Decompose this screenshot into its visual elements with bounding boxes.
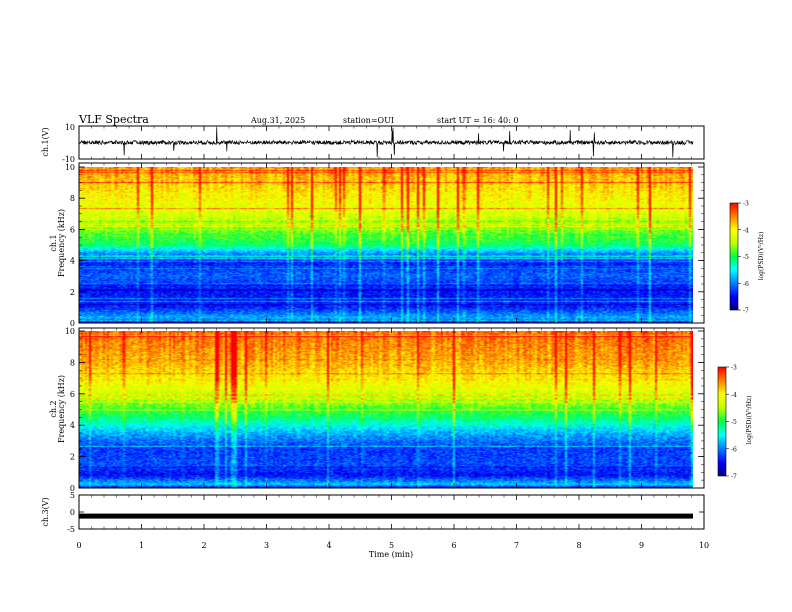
start-time-label: start UT = 16: 40: 0 bbox=[437, 116, 518, 125]
ch3-ytick-label: 5 bbox=[70, 491, 75, 500]
x-tick-label: 4 bbox=[326, 541, 331, 550]
ch1-ytick-label: 4 bbox=[70, 257, 75, 266]
ch2-ytick-label: 8 bbox=[70, 358, 75, 367]
ch1-ytick-top: 10 bbox=[65, 123, 75, 132]
ch1-spectrogram-image bbox=[79, 167, 693, 323]
x-tick-label: 1 bbox=[139, 541, 144, 550]
figure-title: VLF Spectra bbox=[78, 113, 149, 126]
ch1-colorbar-tick-label: -5 bbox=[743, 254, 749, 261]
ch2-ytick-label: 0 bbox=[70, 484, 75, 493]
ch2-colorbar-tick-label: -4 bbox=[731, 392, 737, 399]
ch1-spectrogram-ylabel: Frequency (kHz) bbox=[57, 209, 66, 277]
x-tick-label: 2 bbox=[201, 541, 206, 550]
ch2-ytick-label: 4 bbox=[70, 421, 75, 430]
x-tick-label: 8 bbox=[576, 541, 581, 550]
ch2-colorbar-tick-label: -5 bbox=[731, 419, 737, 426]
ch2-spectrogram-ylabel: Frequency (kHz) bbox=[57, 375, 66, 443]
ch2-colorbar-tick-label: -6 bbox=[731, 446, 737, 453]
ch1-spectrogram-channel: ch.1 bbox=[49, 234, 58, 251]
ch2-spectrogram-image bbox=[79, 331, 693, 488]
ch2-colorbar-tick-label: -3 bbox=[731, 365, 737, 372]
x-tick-label: 7 bbox=[514, 541, 519, 550]
ch2-colorbar-tick-label: -7 bbox=[731, 474, 737, 481]
ch2-colorbar bbox=[717, 366, 727, 477]
ch1-colorbar-tick-label: -6 bbox=[743, 281, 749, 288]
ch2-ytick-label: 2 bbox=[70, 453, 75, 462]
ch1-waveform-panel: 10 -10 ch.1(V) bbox=[41, 123, 705, 164]
date-label: Aug.31, 2025 bbox=[250, 116, 305, 125]
ch2-colorbar-label: log(PSD)(V²/Hz) bbox=[746, 396, 753, 445]
x-tick-label: 3 bbox=[264, 541, 269, 550]
station-label: station=OUI bbox=[343, 116, 394, 125]
ch3-waveform-ylabel: ch.3(V) bbox=[41, 497, 50, 526]
ch1-ytick-bottom: -10 bbox=[62, 155, 75, 164]
x-axis-tick-labels: 0 1 2 3 4 5 6 7 8 9 10 bbox=[76, 541, 709, 550]
x-tick-label: 0 bbox=[76, 541, 81, 550]
ch1-waveform-ylabel: ch.1(V) bbox=[41, 127, 50, 156]
ch1-colorbar bbox=[729, 202, 739, 311]
ch1-colorbar-label: log(PSD)(V²/Hz) bbox=[758, 232, 765, 281]
ch3-ytick-label: 0 bbox=[70, 508, 75, 517]
ch1-ytick-label: 8 bbox=[70, 194, 75, 203]
ch1-colorbar-tick-label: -3 bbox=[743, 201, 749, 208]
ch1-ytick-label: 6 bbox=[70, 225, 75, 234]
ch1-waveform-trace bbox=[78, 127, 694, 158]
ch3-waveform-panel: 5 0 -5 ch.3(V) bbox=[41, 491, 705, 534]
ch2-ytick-label: 10 bbox=[65, 327, 75, 336]
x-axis-label: Time (min) bbox=[369, 550, 413, 559]
x-tick-label: 6 bbox=[451, 541, 456, 550]
x-tick-label: 5 bbox=[389, 541, 394, 550]
x-axis-ticks bbox=[78, 126, 705, 529]
ch1-colorbar-tick-label: -7 bbox=[743, 308, 749, 315]
ch1-colorbar-tick-label: -4 bbox=[743, 227, 749, 234]
ch1-ytick-label: 10 bbox=[65, 163, 75, 172]
ch1-ytick-label: 0 bbox=[70, 319, 75, 328]
ch3-ytick-label: -5 bbox=[67, 525, 75, 534]
ch2-ytick-label: 6 bbox=[70, 390, 75, 399]
ch3-waveform-trace bbox=[79, 513, 693, 519]
x-tick-label: 10 bbox=[699, 541, 709, 550]
ch1-ytick-label: 2 bbox=[70, 288, 75, 297]
x-tick-label: 9 bbox=[639, 541, 644, 550]
ch2-spectrogram-channel: ch.2 bbox=[49, 400, 58, 417]
